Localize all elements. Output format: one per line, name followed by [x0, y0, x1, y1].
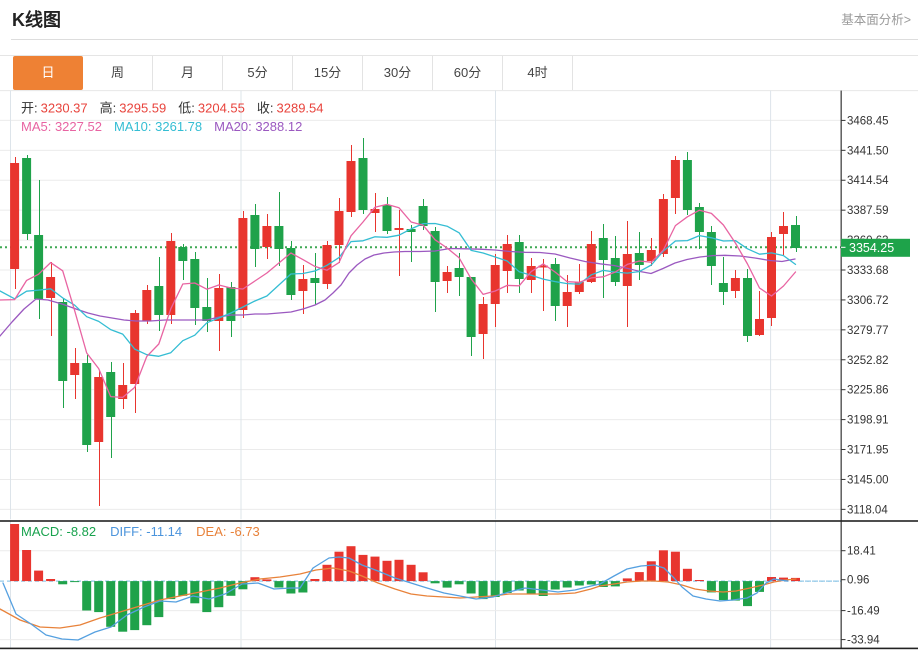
svg-text:3198.91: 3198.91 [847, 415, 889, 427]
svg-text:-16.49: -16.49 [847, 606, 880, 618]
svg-text:3441.50: 3441.50 [847, 145, 889, 157]
svg-text:3333.68: 3333.68 [847, 265, 889, 277]
svg-text:3171.95: 3171.95 [847, 445, 889, 457]
svg-text:3414.54: 3414.54 [847, 175, 889, 187]
svg-text:3279.77: 3279.77 [847, 325, 889, 337]
svg-text:3354.25: 3354.25 [849, 241, 894, 255]
svg-text:3468.45: 3468.45 [847, 115, 889, 127]
svg-text:18.41: 18.41 [847, 546, 876, 558]
svg-text:3145.00: 3145.00 [847, 474, 889, 486]
svg-text:3225.86: 3225.86 [847, 385, 889, 397]
svg-text:3306.72: 3306.72 [847, 295, 889, 307]
svg-text:0.96: 0.96 [847, 575, 869, 587]
svg-text:-33.94: -33.94 [847, 635, 880, 647]
svg-text:3387.59: 3387.59 [847, 205, 889, 217]
svg-text:3118.04: 3118.04 [847, 504, 888, 516]
svg-text:3252.82: 3252.82 [847, 355, 889, 367]
svg-text:开:3230.37高:3295.59低:3204.55收:3: 开: 3230.37 高: 3295.59 低: 3204.55 收: 3289.54 [21, 101, 324, 116]
